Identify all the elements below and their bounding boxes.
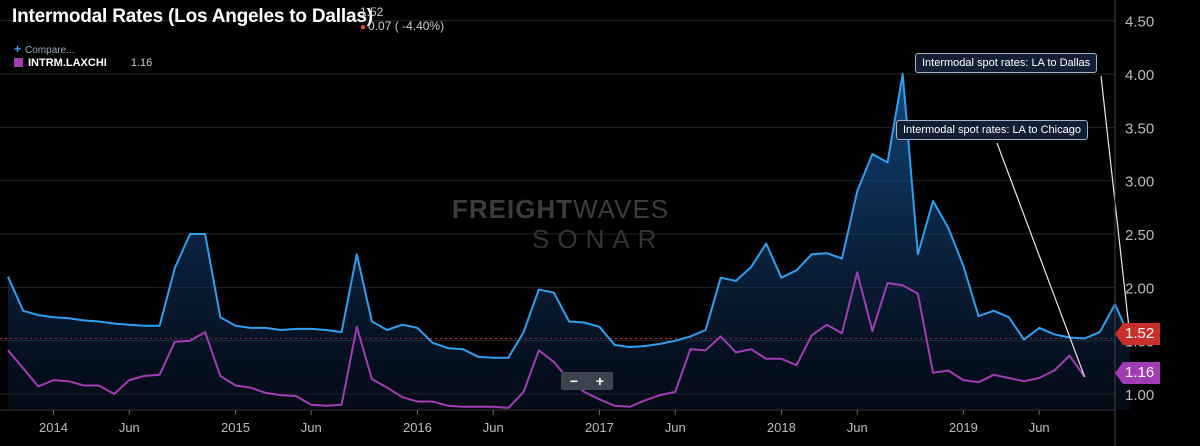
zoom-in-button[interactable]: +: [595, 373, 605, 389]
last-value: 1.52: [360, 5, 384, 19]
watermark-sub: SONAR: [532, 224, 665, 254]
x-tick-label: Jun: [1029, 420, 1050, 435]
y-tick-label: 4.00: [1125, 67, 1154, 84]
chart-title: Intermodal Rates (Los Angeles to Dallas): [12, 6, 373, 27]
x-tick-label: 2018: [767, 420, 796, 435]
price-tag-chicago: 1.16: [1115, 362, 1161, 384]
plus-icon: +: [14, 42, 22, 56]
y-tick-label: 2.00: [1125, 280, 1154, 297]
compare-button[interactable]: + Compare...: [14, 42, 75, 56]
series-swatch: [14, 58, 23, 67]
annotation-pointer-chicago: [996, 142, 1086, 378]
x-tick-label: Jun: [665, 420, 686, 435]
x-tick-label: Jun: [483, 420, 504, 435]
y-tick-label: 2.50: [1125, 227, 1154, 244]
annotation-pointer-dallas: [1100, 75, 1131, 339]
annotation-chicago: Intermodal spot rates: LA to Chicago: [896, 120, 1088, 140]
series-area-dallas: [8, 74, 1131, 410]
down-dot-icon: ●: [360, 22, 367, 33]
zoom-controls: − +: [561, 372, 613, 390]
x-tick-label: 2016: [403, 420, 432, 435]
series-line-dallas: [7, 73, 1132, 359]
x-tick-label: 2017: [585, 420, 614, 435]
y-tick-label: 1.00: [1125, 387, 1154, 404]
price-tag-dallas: 1.52: [1115, 323, 1161, 345]
watermark-brand: FREIGHTWAVES: [452, 194, 670, 224]
x-tick-label: 2014: [39, 420, 68, 435]
change-value: ● 0.07 ( -4.40%): [360, 19, 445, 33]
x-tick-label: 2015: [221, 420, 250, 435]
y-tick-label: 3.50: [1125, 120, 1154, 137]
y-tick-label: 4.50: [1125, 14, 1154, 31]
zoom-out-button[interactable]: −: [569, 373, 579, 389]
series-line-chicago: [7, 271, 1086, 409]
y-tick-label: 3.00: [1125, 174, 1154, 191]
legend-series-2[interactable]: INTRM.LAXCHI 1.16: [14, 57, 152, 69]
x-tick-label: 2019: [949, 420, 978, 435]
annotation-dallas: Intermodal spot rates: LA to Dallas: [915, 53, 1098, 73]
x-tick-label: Jun: [119, 420, 140, 435]
x-tick-label: Jun: [847, 420, 868, 435]
x-tick-label: Jun: [301, 420, 322, 435]
